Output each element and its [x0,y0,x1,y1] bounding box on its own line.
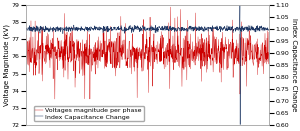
Index Capacitance Change [214,28,217,29]
Legend: Voltages magnitude per phase, Index Capacitance Change: Voltages magnitude per phase, Index Capa… [34,106,144,121]
Voltages magnitude per phase [191,59,195,60]
Voltages magnitude per phase [218,47,222,49]
Voltages magnitude per phase [169,6,172,8]
Voltages magnitude per phase [214,38,217,40]
Voltages magnitude per phase [49,53,52,54]
Index Capacitance Change [131,27,135,28]
Index Capacitance Change [24,26,27,28]
Y-axis label: Index Capacitance Change: Index Capacitance Change [290,18,296,112]
Index Capacitance Change [238,124,242,125]
Line: Voltages magnitude per phase: Voltages magnitude per phase [26,7,269,99]
Line: Index Capacitance Change: Index Capacitance Change [26,6,269,125]
Index Capacitance Change [49,26,52,28]
Voltages magnitude per phase [53,98,57,100]
Index Capacitance Change [218,28,221,30]
Voltages magnitude per phase [267,31,271,33]
Index Capacitance Change [191,28,194,30]
Voltages magnitude per phase [24,6,27,8]
Voltages magnitude per phase [122,47,126,49]
Index Capacitance Change [122,28,126,30]
Voltages magnitude per phase [131,45,135,47]
Y-axis label: Voltage Magnitude (kV): Voltage Magnitude (kV) [4,24,10,106]
Index Capacitance Change [267,30,271,31]
Index Capacitance Change [238,5,242,6]
